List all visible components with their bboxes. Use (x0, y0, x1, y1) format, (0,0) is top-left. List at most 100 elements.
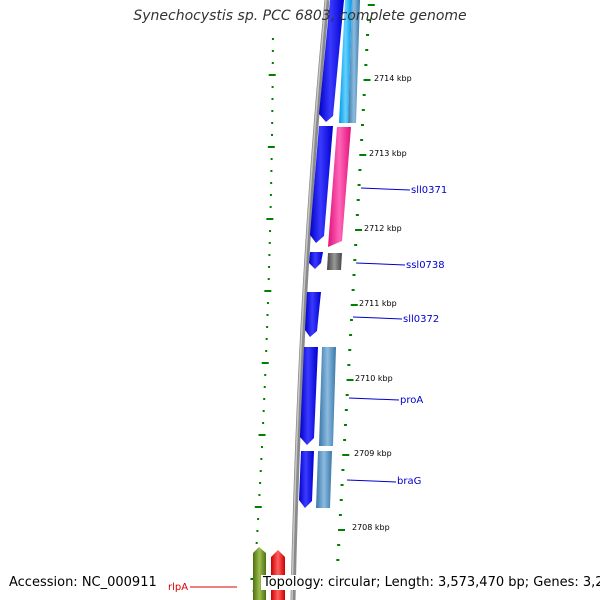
feature-steel-blue (319, 347, 336, 446)
kbp-label: 2714 kbp (374, 74, 412, 83)
track-dot (269, 230, 272, 232)
track-tick (364, 64, 368, 66)
track-tick (354, 244, 358, 246)
track-tick (336, 559, 340, 561)
track-tick (345, 394, 349, 396)
gene-label-rlpA[interactable]: rlpA (168, 582, 188, 593)
track-tick (338, 514, 342, 516)
topology-label: Topology: circular; Length: 3,573,470 bp… (261, 575, 600, 590)
track-tick (355, 214, 359, 216)
track-dot (267, 278, 270, 280)
tick-track (336, 4, 375, 561)
track-dot (268, 74, 276, 76)
track-tick (359, 154, 367, 156)
track-dot (270, 170, 273, 172)
track-tick (361, 109, 365, 111)
track-dot (268, 266, 271, 268)
track-dot (263, 398, 266, 400)
map-title: Synechocystis sp. PCC 6803, complete gen… (133, 8, 467, 24)
track-tick (353, 259, 357, 261)
track-dot (259, 470, 262, 472)
track-tick (344, 409, 348, 411)
kbp-label: 2712 kbp (364, 224, 402, 233)
track-tick (343, 439, 347, 441)
track-tick (356, 199, 360, 201)
track-dot (266, 314, 269, 316)
track-tick (348, 349, 352, 351)
track-tick (342, 454, 350, 456)
track-dot (271, 122, 274, 124)
track-dot (263, 386, 266, 388)
gene-label-braG[interactable]: braG (397, 476, 421, 487)
track-dot (271, 86, 274, 88)
backbone-arc (290, 0, 330, 600)
track-dot (271, 50, 274, 52)
gene-labels: sll0371 ssl0738 sll0372 proA braG rlpA (168, 185, 447, 593)
kbp-label: 2708 kbp (352, 523, 390, 532)
track-tick (349, 319, 353, 321)
feature-pink (328, 127, 351, 247)
gene-label-ssl0738[interactable]: ssl0738 (406, 260, 445, 271)
feature-steel-blue (348, 0, 360, 123)
track-dot (266, 302, 269, 304)
track-dot (259, 482, 262, 484)
track-dot (269, 194, 272, 196)
gene-label-sll0372[interactable]: sll0372 (403, 314, 439, 325)
track-tick (360, 139, 364, 141)
track-tick (358, 169, 362, 171)
track-dot (258, 434, 266, 436)
track-dot (261, 362, 269, 364)
track-dot (271, 38, 274, 40)
track-dot (260, 458, 263, 460)
track-tick (343, 424, 347, 426)
feature-blue (310, 126, 333, 243)
track-tick (367, 4, 375, 6)
track-dot (268, 242, 271, 244)
track-dot (254, 506, 262, 508)
track-tick (337, 544, 341, 546)
track-dot (266, 218, 274, 220)
feature-light-blue (339, 0, 352, 123)
feature-blue (319, 0, 344, 122)
track-dot (271, 62, 274, 64)
kbp-labels: 2714 kbp 2713 kbp 2712 kbp 2711 kbp 2710… (352, 74, 412, 532)
gene-label-proA[interactable]: proA (400, 395, 423, 406)
gene-label-sll0371[interactable]: sll0371 (411, 185, 447, 196)
kbp-label: 2713 kbp (369, 149, 407, 158)
track-tick (346, 379, 354, 381)
track-dot (257, 518, 260, 520)
dotted-track (250, 38, 276, 592)
track-dot (266, 326, 269, 328)
feature-blue (300, 347, 318, 445)
track-dot (260, 446, 263, 448)
track-dot (265, 338, 268, 340)
track-dot (270, 158, 273, 160)
track-tick (352, 274, 356, 276)
track-dot (271, 110, 274, 112)
feature-blue (309, 252, 323, 269)
track-tick (362, 94, 366, 96)
track-tick (366, 34, 370, 36)
track-dot (258, 494, 261, 496)
feature-olive (253, 547, 266, 600)
track-dot (268, 254, 271, 256)
kbp-label: 2709 kbp (354, 449, 392, 458)
track-dot (267, 146, 275, 148)
track-tick (365, 49, 369, 51)
feature-steel-blue (316, 451, 332, 508)
track-dot (265, 350, 268, 352)
feature-blue (299, 451, 314, 508)
track-dot (271, 134, 274, 136)
track-tick (366, 19, 370, 21)
track-dot (255, 542, 258, 544)
backbone-arc-highlight (291, 0, 327, 600)
kbp-label: 2711 kbp (359, 299, 397, 308)
track-dot (269, 206, 272, 208)
accession-label: Accession: NC_000911 (9, 575, 157, 590)
track-tick (357, 184, 361, 186)
track-tick (349, 334, 353, 336)
track-dot (256, 530, 259, 532)
track-tick (341, 469, 345, 471)
track-tick (347, 364, 351, 366)
